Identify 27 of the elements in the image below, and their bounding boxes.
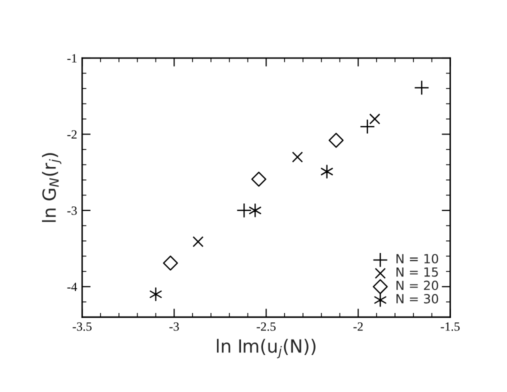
point — [162, 256, 178, 271]
x-tick-label: -2 — [353, 322, 363, 331]
point — [292, 152, 303, 163]
x-tick-label: -3 — [169, 322, 179, 331]
x-tick-label: -1.5 — [440, 322, 460, 331]
y-tick-label: -4 — [67, 282, 78, 291]
y-tick-label: -1 — [67, 54, 77, 62]
point — [328, 132, 344, 148]
y-tick-label: -3 — [67, 206, 77, 215]
y-axis-title: ln G$_{N}$(r$_{j}$) — [42, 153, 62, 222]
point — [150, 287, 162, 302]
point — [414, 80, 430, 96]
legend-label: N = 20 — [396, 280, 438, 290]
point — [360, 119, 375, 134]
x-tick-label: -2.5 — [256, 322, 276, 331]
legend-label: N = 15 — [396, 267, 438, 277]
point — [251, 172, 266, 187]
point — [236, 202, 252, 218]
legend-label: N = 30 — [396, 294, 438, 304]
point — [369, 113, 380, 124]
legend-label: N = 10 — [396, 254, 438, 264]
x-tick-label: -3.5 — [72, 322, 92, 331]
y-tick-label: -2 — [67, 130, 77, 139]
x-axis-title: ln Im(u$_{j}$(N)) — [216, 338, 316, 358]
point — [249, 204, 262, 218]
point — [320, 164, 333, 178]
point — [192, 236, 204, 248]
